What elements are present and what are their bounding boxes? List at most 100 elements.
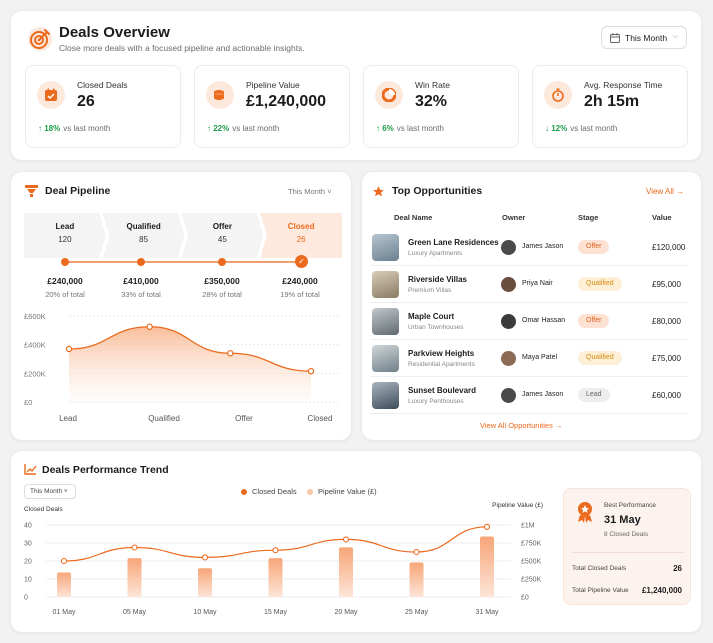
pipeline-point — [65, 345, 73, 353]
y-tick-label: £0 — [24, 398, 32, 407]
pipeline-area — [69, 326, 311, 402]
deal-subtitle: Luxury Apartments — [408, 250, 463, 257]
arrow-down-icon: ↓ — [545, 124, 549, 133]
arrow-up-icon: ↑ — [38, 124, 42, 133]
kpi-change: ↓ 12% vs last month — [545, 124, 618, 133]
kpi-value: 32% — [415, 93, 448, 110]
owner-name: Priya Nair — [522, 280, 553, 287]
kpi-label: Avg. Response Time — [584, 80, 663, 90]
total-pipeline-value: £1,240,000 — [641, 586, 682, 595]
pipeline-area-chart: £0 £200K £400K £600K Lead Qualified Offer Close… — [24, 312, 341, 423]
stage-badge: Offer — [578, 240, 610, 254]
closed-deals-point — [483, 523, 491, 530]
y-axis-label: Closed Deals — [24, 506, 63, 513]
y-tick-label: 40 — [24, 523, 32, 530]
deal-value: £80,000 — [652, 317, 681, 326]
pipeline-value-bar — [268, 558, 283, 597]
deal-name: Parkview Heights — [408, 349, 475, 358]
col-value: Value — [652, 213, 672, 222]
stage-closed[interactable]: Closed 26 — [260, 213, 342, 258]
calendar-icon — [610, 32, 620, 43]
page-subtitle: Close more deals with a focused pipeline… — [59, 43, 305, 53]
stage-share: 19% of total — [280, 290, 320, 299]
arrow-up-icon: ↑ — [207, 124, 211, 133]
stage-lead[interactable]: Lead 120 — [24, 213, 106, 258]
view-all-link[interactable]: View All → — [646, 187, 685, 196]
deal-value: £120,000 — [652, 243, 686, 252]
x-tick-label: 10 May — [194, 609, 217, 616]
chevron-down-icon: ⌵ — [672, 33, 678, 40]
closed-deals-point — [413, 548, 420, 556]
pie-icon — [375, 81, 403, 109]
y-tick-label: £600K — [24, 312, 46, 321]
opportunity-row[interactable]: Riverside Villas Premium Villas Priya Na… — [370, 266, 688, 303]
x-tick-label: 31 May — [476, 609, 499, 616]
x-tick-label: Qualified — [148, 414, 180, 423]
total-closed-label: Total Closed Deals — [572, 565, 627, 572]
closed-deals-point — [342, 536, 350, 543]
deal-value: £75,000 — [652, 354, 681, 363]
stage-amount: £240,000 — [282, 276, 318, 286]
y-tick-label: £200K — [24, 369, 46, 378]
y2-axis-label: Pipeline Value (£) — [492, 502, 543, 509]
opportunity-row[interactable]: Green Lane Residences Luxury Apartments … — [370, 229, 688, 266]
trend-chart-icon — [24, 464, 37, 475]
property-thumbnail — [372, 382, 399, 409]
opportunities-title: Top Opportunities — [392, 185, 483, 197]
legend-closed-deals: Closed Deals — [241, 487, 297, 496]
period-select-label: This Month — [625, 32, 668, 43]
award-icon — [578, 502, 592, 523]
col-stage: Stage — [578, 213, 599, 222]
col-deal-name: Deal Name — [394, 213, 433, 222]
y2-tick-label: £750K — [521, 541, 542, 548]
y-tick-label: £400K — [24, 341, 46, 350]
opportunity-row[interactable]: Maple Court Urban Townhouses Omar Hassan… — [370, 303, 688, 340]
best-performance-label: Best Performance — [604, 502, 657, 509]
closed-deals-point — [60, 557, 68, 565]
best-performance-count: 8 Closed Deals — [604, 531, 649, 538]
opportunity-row[interactable]: Sunset Boulevard Luxury Penthouses James… — [370, 377, 688, 414]
period-select[interactable]: This Month ⌵ — [601, 26, 687, 49]
stage-dot — [137, 258, 145, 266]
owner-name: Omar Hassan — [522, 317, 566, 324]
pipeline-value-bar — [339, 547, 353, 597]
overview-card: Deals Overview Close more deals with a f… — [10, 10, 702, 161]
pipeline-period-select[interactable]: This Month ˅ — [288, 187, 332, 196]
stage-badge: Qualified — [578, 277, 622, 291]
star-icon — [373, 186, 384, 197]
x-tick-label: Lead — [59, 414, 77, 423]
pipeline-title: Deal Pipeline — [45, 185, 111, 197]
stage-badge: Qualified — [578, 351, 622, 365]
y2-tick-label: £1M — [521, 523, 535, 530]
pipeline-line — [68, 326, 312, 372]
stage-share: 28% of total — [202, 290, 242, 299]
kpi-label: Pipeline Value — [246, 80, 300, 90]
stage-qualified[interactable]: Qualified 85 — [102, 213, 185, 258]
opportunity-row[interactable]: Parkview Heights Residential Apartments … — [370, 340, 688, 377]
arrow-up-icon: ↑ — [376, 124, 380, 133]
stage-dot — [218, 258, 226, 266]
x-tick-label: Offer — [235, 414, 253, 423]
y-tick-label: 20 — [24, 559, 32, 566]
stage-offer[interactable]: Offer 45 — [181, 213, 264, 258]
stage-dot — [61, 258, 69, 266]
view-all-opportunities-link[interactable]: View All Opportunities → — [480, 421, 563, 430]
x-tick-label: 20 May — [335, 609, 358, 616]
kpi-label: Closed Deals — [77, 80, 128, 90]
kpi-label: Win Rate — [415, 80, 450, 90]
trend-period-select[interactable]: This Month ˅ — [24, 484, 76, 499]
property-thumbnail — [372, 234, 399, 261]
kpi-win-rate: Win Rate 32% ↑ 6% vs last month — [363, 65, 519, 148]
x-tick-label: 01 May — [53, 609, 76, 616]
coins-icon — [206, 81, 234, 109]
pipeline-value-bar — [127, 558, 142, 597]
y2-tick-label: £0 — [521, 595, 529, 602]
owner-name: Maya Patel — [522, 354, 558, 361]
property-thumbnail — [372, 271, 399, 298]
kpi-closed-deals: Closed Deals 26 ↑ 18% vs last month — [25, 65, 181, 148]
pipeline-value-bar — [409, 562, 424, 597]
best-performance-date: 31 May — [604, 514, 641, 526]
performance-trend-chart: Closed Deals Pipeline Value (£) 0 £0 10 £250K… — [24, 502, 543, 616]
y-tick-label: 0 — [24, 595, 28, 602]
deal-value: £60,000 — [652, 391, 681, 400]
